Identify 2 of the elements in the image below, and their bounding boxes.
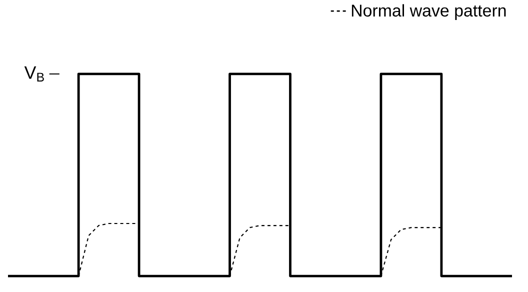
annotation: V$_{B}$ [24,66,44,82]
legend-label: Normal wave pattern [352,4,506,20]
